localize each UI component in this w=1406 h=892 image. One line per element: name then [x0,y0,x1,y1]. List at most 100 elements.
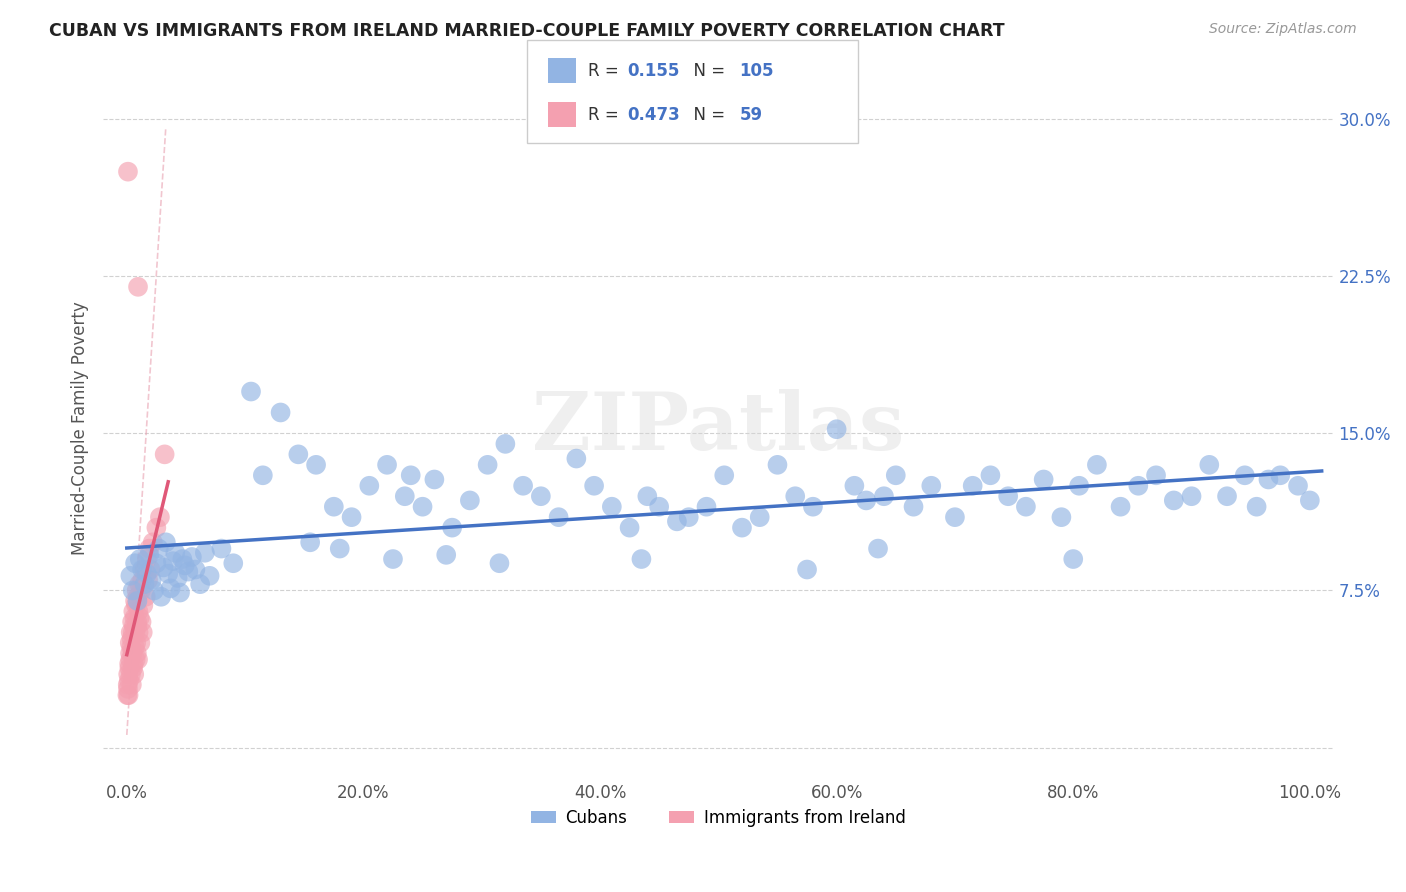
Point [270,405,292,419]
Point [184,562,207,576]
Point [1085,458,1108,472]
Point [169,585,191,599]
Point [118,636,141,650]
Point [118,657,141,671]
Point [172,552,194,566]
Point [117,678,139,692]
Point [441,521,464,535]
Point [619,521,641,535]
Point [128,610,150,624]
Point [1286,479,1309,493]
Point [124,625,146,640]
Point [695,500,717,514]
Point [120,625,142,640]
Point [148,541,170,556]
Point [1198,458,1220,472]
Point [209,541,232,556]
Point [136,573,159,587]
Point [1216,489,1239,503]
Point [121,615,143,629]
Point [844,479,866,493]
Point [920,479,942,493]
Point [873,489,896,503]
Point [157,566,180,581]
Point [943,510,966,524]
Point [122,661,145,675]
Point [117,164,139,178]
Point [855,493,877,508]
Text: 0.473: 0.473 [627,106,681,124]
Point [141,573,163,587]
Point [117,688,139,702]
Point [796,562,818,576]
Point [131,615,153,629]
Point [1163,493,1185,508]
Point [121,646,143,660]
Point [155,535,177,549]
Point [1032,473,1054,487]
Point [766,458,789,472]
Point [412,500,434,514]
Point [1128,479,1150,493]
Point [600,500,623,514]
Text: ZIPatlas: ZIPatlas [533,389,904,467]
Point [423,473,446,487]
Point [748,510,770,524]
Point [305,458,328,472]
Point [124,594,146,608]
Point [1050,510,1073,524]
Legend: Cubans, Immigrants from Ireland: Cubans, Immigrants from Ireland [524,803,912,834]
Point [648,500,671,514]
Point [162,554,184,568]
Point [120,640,142,654]
Point [1257,473,1279,487]
Point [124,640,146,654]
Point [134,562,156,576]
Point [630,552,652,566]
Point [583,479,606,493]
Point [825,422,848,436]
Point [1015,500,1038,514]
Point [127,280,149,294]
Point [399,468,422,483]
Point [997,489,1019,503]
Point [299,535,322,549]
Point [731,521,754,535]
Point [866,541,889,556]
Point [1233,468,1256,483]
Text: CUBAN VS IMMIGRANTS FROM IRELAND MARRIED-COUPLE FAMILY POVERTY CORRELATION CHART: CUBAN VS IMMIGRANTS FROM IRELAND MARRIED… [49,22,1005,40]
Point [1144,468,1167,483]
Text: N =: N = [683,62,731,79]
Point [127,615,149,629]
Point [240,384,263,399]
Point [125,636,148,650]
Point [129,636,152,650]
Point [884,468,907,483]
Point [1069,479,1091,493]
Point [127,652,149,666]
Point [678,510,700,524]
Point [131,573,153,587]
Point [903,500,925,514]
Point [512,479,534,493]
Point [142,535,165,549]
Point [145,521,167,535]
Point [322,500,344,514]
Point [165,546,187,560]
Point [177,565,200,579]
Point [124,652,146,666]
Point [188,577,211,591]
Point [494,437,516,451]
Text: R =: R = [588,62,624,79]
Point [132,598,155,612]
Point [135,566,157,581]
Point [118,673,141,688]
Point [785,489,807,503]
Point [359,479,381,493]
Point [198,569,221,583]
Point [135,590,157,604]
Point [121,678,143,692]
Point [394,489,416,503]
Point [124,556,146,570]
Point [139,562,162,576]
